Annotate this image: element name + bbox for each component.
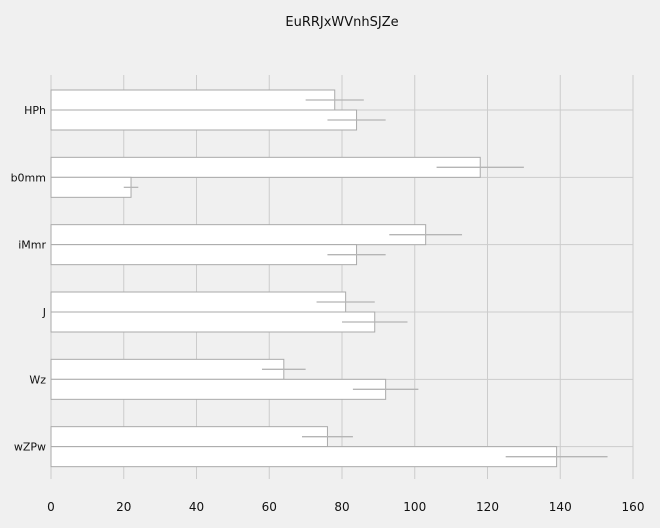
bar-Wz-series-2 [50, 378, 387, 400]
x-tick-label: 140 [549, 500, 572, 514]
bar-Wz-series-1 [50, 358, 285, 380]
bar-iMmr-series-2 [50, 244, 358, 266]
x-tick-label: 20 [116, 500, 131, 514]
y-tick-label: iMmr [18, 239, 46, 252]
bar-HPh-series-2 [50, 109, 358, 131]
y-tick-label: HPh [24, 104, 46, 117]
bar-iMmr-series-1 [50, 224, 427, 246]
bar-HPh-series-1 [50, 89, 336, 111]
x-tick-label: 160 [622, 500, 645, 514]
x-tick-label: 60 [262, 500, 277, 514]
bar-b0mm-series-1 [50, 156, 481, 178]
x-tick-label: 40 [189, 500, 204, 514]
bar-b0mm-series-2 [50, 176, 132, 198]
x-tick-label: 0 [47, 500, 55, 514]
bar-J-series-2 [50, 311, 376, 333]
x-tick-label: 120 [476, 500, 499, 514]
bar-wZPw-series-2 [50, 446, 558, 468]
x-tick-label: 80 [334, 500, 349, 514]
bar-wZPw-series-1 [50, 426, 328, 448]
y-tick-labels: HPh b0mm iMmr J Wz wZPw [11, 104, 47, 454]
error-bars [123, 99, 608, 458]
y-tick-label: Wz [29, 373, 46, 386]
x-tick-labels: 0 20 40 60 80 100 120 140 160 [47, 500, 644, 514]
y-tick-label: wZPw [14, 441, 46, 454]
bars [50, 89, 558, 468]
y-tick-label: J [42, 306, 46, 319]
bar-J-series-1 [50, 291, 347, 313]
chart-title: EuRRJxWVnhSJZe [285, 15, 398, 30]
grid-lines [50, 75, 634, 479]
x-tick-label: 100 [403, 500, 426, 514]
y-tick-label: b0mm [11, 171, 46, 184]
